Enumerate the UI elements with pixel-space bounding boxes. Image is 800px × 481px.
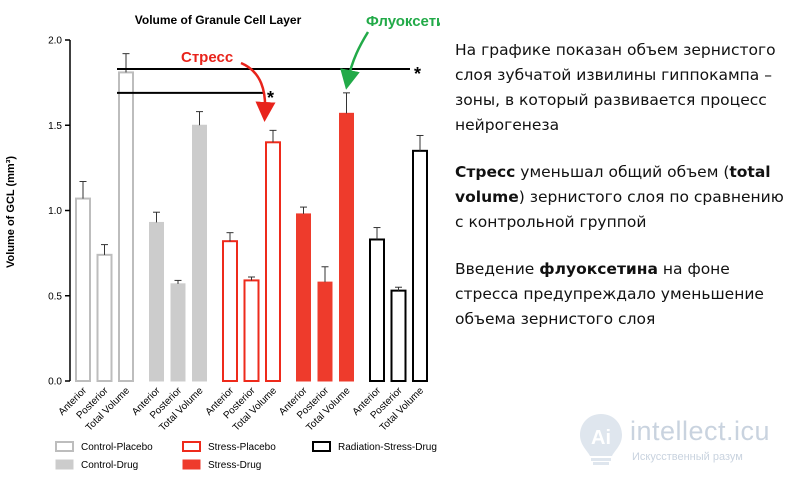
legend-label: Radiation-Stress-Drug [338, 442, 437, 453]
y-tick-label: 0.5 [48, 291, 62, 302]
bar [296, 213, 311, 382]
legend-swatch [182, 459, 201, 470]
total-volume-keyword: total volume [455, 163, 771, 206]
bar [96, 253, 113, 382]
p3-text-a: Введение [455, 260, 540, 278]
bar [317, 281, 333, 382]
bar [192, 124, 207, 382]
lightbulb-logo-icon: Ai [580, 414, 622, 465]
side-description: На графике показан объем зернистого слоя… [455, 38, 790, 354]
annotation-fluoxetine: Флуоксетин [366, 13, 440, 30]
bar [412, 149, 428, 382]
y-axis-ticks: 0.0 0.5 1.0 1.5 2.0 [48, 36, 70, 388]
y-tick-label: 1.5 [48, 121, 62, 132]
legend: Control-Placebo Control-Drug Stress-Placeb… [55, 441, 437, 471]
legend-label: Stress-Placebo [208, 442, 276, 453]
bar [170, 283, 186, 382]
stress-arrow [240, 61, 276, 122]
svg-text:Ai: Ai [591, 427, 611, 449]
significance-star: * [414, 64, 421, 84]
bar [390, 289, 407, 383]
y-tick-label: 1.0 [48, 206, 62, 217]
description-paragraph-3: Введение флуоксетина на фоне стресса пре… [455, 257, 790, 332]
watermark: Ai intellect.icu Искусственный разум [578, 410, 793, 470]
granule-cell-layer-chart: Volume of Granule Cell Layer Volume of G… [5, 13, 440, 471]
bar [243, 279, 260, 382]
p3-text-b: на фоне стресса предупреждало уменьшение… [455, 260, 764, 328]
bar [339, 112, 354, 382]
y-tick-label: 2.0 [48, 36, 62, 47]
description-paragraph-1: На графике показан объем зернистого слоя… [455, 41, 776, 134]
stress-keyword: Стресс [455, 163, 516, 181]
legend-swatch [55, 459, 74, 470]
legend-swatch [312, 441, 331, 452]
bar [265, 141, 281, 382]
bar [222, 240, 238, 382]
legend-swatch [55, 441, 74, 452]
legend-label: Control-Drug [81, 460, 138, 471]
y-axis-label-group: Volume of GCL (mm³) [5, 156, 17, 268]
fluoxetine-arrow [340, 31, 370, 90]
description-paragraph-2: Стресс уменьшал общий объем (total volum… [455, 160, 790, 235]
legend-label: Control-Placebo [81, 442, 153, 453]
y-axis-label: Volume of GCL (mm³) [5, 156, 17, 268]
bar [369, 238, 385, 382]
watermark-brand: intellect.icu [630, 416, 771, 446]
bar [149, 221, 164, 382]
annotation-stress: Стресс [181, 49, 233, 66]
y-tick-label: 0.0 [48, 377, 62, 388]
p2-text-b: ) зернистого слоя по сравнению с контрол… [455, 188, 784, 231]
significance-group: ** [117, 64, 421, 108]
significance-star: * [267, 88, 274, 108]
p2-text-a: уменьшал общий объем ( [515, 163, 730, 181]
bars-group [75, 53, 428, 383]
fluoxetine-keyword: флуоксетина [539, 260, 658, 278]
legend-swatch [182, 441, 201, 452]
legend-label: Stress-Drug [208, 460, 261, 471]
bar [75, 197, 91, 382]
chart-title: Volume of Granule Cell Layer [135, 13, 302, 27]
watermark-subtitle: Искусственный разум [632, 451, 743, 463]
bar [118, 71, 134, 383]
